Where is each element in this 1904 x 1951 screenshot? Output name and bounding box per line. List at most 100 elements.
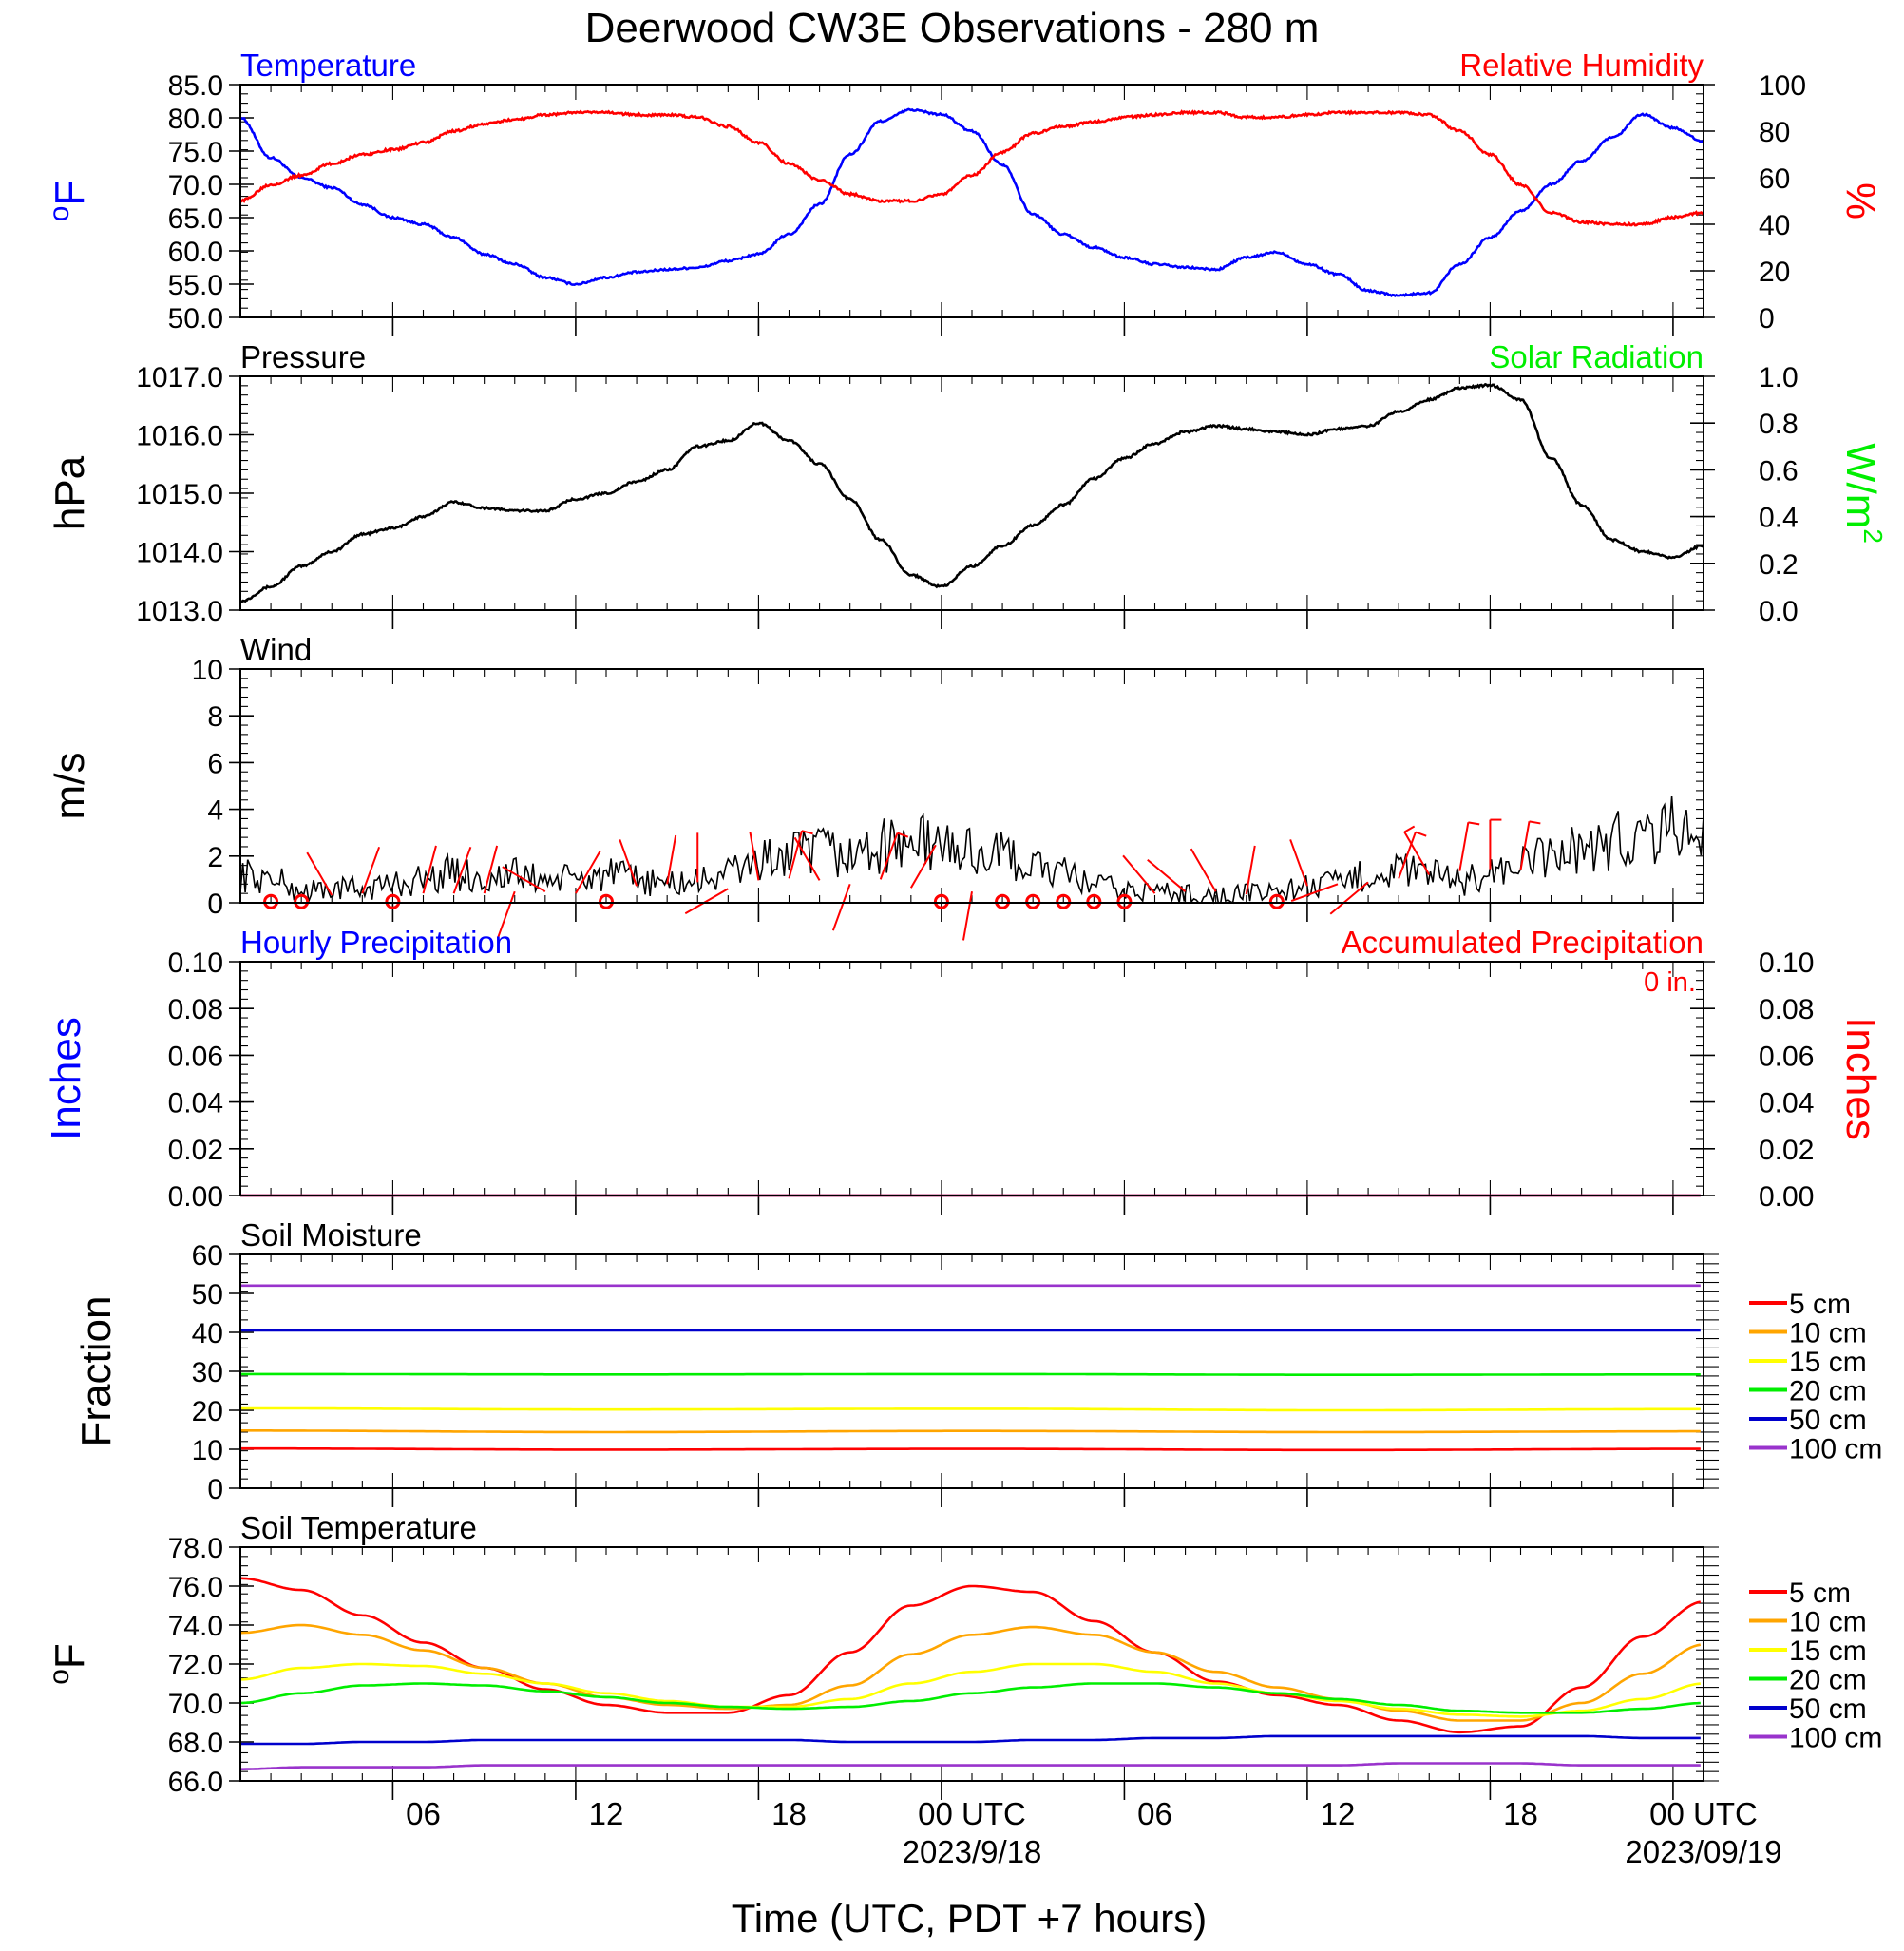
panel-right-title: Accumulated Precipitation [1341, 925, 1704, 960]
legend-label: 20 cm [1789, 1665, 1867, 1696]
wind-barb [1403, 825, 1431, 875]
y-axis-unit: hPa [47, 455, 93, 530]
legend-label: 100 cm [1789, 1723, 1882, 1754]
panel-frame [239, 84, 1704, 318]
series-line-temperature [239, 107, 1704, 298]
y2-tick-label: 60 [1759, 163, 1790, 195]
x-tick-label: 12 [1321, 1796, 1356, 1831]
calm-wind-marker [933, 893, 949, 909]
y-tick-label: 1013.0 [136, 596, 223, 627]
panel-frame [239, 961, 1704, 1196]
y2-tick-label: 0.4 [1759, 503, 1799, 534]
wind-barb [452, 846, 472, 894]
y2-axis-unit: Inches [1837, 1017, 1884, 1140]
y-tick-label: 66.0 [168, 1767, 223, 1798]
series-line-100-cm [240, 1762, 1701, 1770]
y-tick-label: 0.08 [168, 994, 223, 1025]
y2-tick-label: 0.0 [1759, 596, 1799, 627]
x-tick-label: 06 [406, 1796, 441, 1831]
series-line-20-cm [240, 1372, 1701, 1376]
wind-barb [793, 836, 821, 881]
y-tick-label: 70.0 [168, 170, 223, 201]
wind-barb [619, 839, 638, 887]
y-tick-label: 0 [207, 889, 223, 920]
series-line-5-cm [239, 1577, 1702, 1734]
wind-barb [1147, 859, 1187, 892]
y-tick-label: 1015.0 [136, 479, 223, 510]
series-line-5-cm [240, 1446, 1701, 1452]
calm-wind-marker [1056, 893, 1072, 909]
y2-tick-label: 0.08 [1759, 994, 1814, 1025]
panel-wind: 0 2 4 6 8 10 Wind m/s [47, 632, 1704, 941]
y-tick-label: 60.0 [168, 237, 223, 268]
y-tick-label: 0.04 [168, 1088, 223, 1119]
y2-tick-label: 0.10 [1759, 947, 1814, 979]
calm-wind-marker [1086, 893, 1102, 909]
y-tick-label: 76.0 [168, 1572, 223, 1603]
wind-barb [1519, 820, 1541, 870]
legend-label: 50 cm [1789, 1693, 1867, 1725]
wind-barb [666, 834, 677, 885]
y-tick-label: 0.06 [168, 1041, 223, 1072]
panel-right-title: Relative Humidity [1459, 48, 1704, 83]
x-tick-label: 00 UTC [1649, 1796, 1758, 1831]
y2-tick-label: 0.02 [1759, 1135, 1814, 1166]
y-tick-label: 55.0 [168, 270, 223, 301]
wind-barb [1122, 854, 1156, 894]
x-tick-label: 12 [589, 1796, 624, 1831]
legend-label: 100 cm [1789, 1434, 1882, 1465]
y2-tick-label: 0.2 [1759, 549, 1799, 581]
wind-barb [1289, 839, 1308, 887]
y-tick-label: 2 [207, 842, 223, 873]
wind-barb [831, 883, 851, 931]
legend-label: 10 cm [1789, 1607, 1867, 1638]
calm-wind-marker [263, 893, 279, 909]
y-tick-label: 1017.0 [136, 362, 223, 393]
wind-barb [962, 891, 973, 941]
calm-wind-marker [995, 893, 1011, 909]
legend-label: 50 cm [1789, 1405, 1867, 1436]
accum-total-annotation: 0 in. [1644, 967, 1696, 998]
y-tick-label: 0.00 [168, 1181, 223, 1213]
series-line-10-cm [239, 1623, 1702, 1722]
calm-wind-marker [599, 893, 614, 909]
y-tick-label: 6 [207, 748, 223, 779]
x-axis-label: Time (UTC, PDT +7 hours) [732, 1896, 1208, 1941]
panel-frame [239, 668, 1704, 904]
panel-left-title: Wind [240, 632, 312, 667]
panel-frame [239, 1253, 1704, 1489]
calm-wind-marker [1116, 893, 1133, 909]
wind-barb [1489, 818, 1502, 870]
wind-barb [502, 866, 546, 893]
y-tick-label: 60 [192, 1240, 223, 1272]
panel-left-title: Soil Moisture [240, 1217, 422, 1253]
y2-axis-unit: W/m2 [1837, 443, 1888, 544]
series-line-50-cm [240, 1734, 1701, 1746]
x-tick-label: 18 [1503, 1796, 1538, 1831]
x-tick-label: 00 UTC [918, 1796, 1026, 1831]
wind-barb [1190, 848, 1217, 892]
y2-tick-label: 40 [1759, 210, 1790, 241]
panel-left-title: Pressure [240, 339, 366, 374]
y-tick-label: 0.10 [168, 947, 223, 979]
panel-left-title: Temperature [240, 48, 416, 83]
x-tick-date: 2023/9/18 [903, 1834, 1042, 1869]
wind-barb [909, 844, 937, 889]
calm-wind-marker [1268, 893, 1285, 909]
y-tick-label: 10 [192, 655, 223, 686]
legend-label: 5 cm [1789, 1578, 1851, 1609]
y-tick-label: 8 [207, 701, 223, 733]
wind-barb [684, 888, 729, 915]
y2-tick-label: 0.04 [1759, 1088, 1814, 1119]
y-tick-label: 70.0 [168, 1689, 223, 1720]
y-tick-label: 75.0 [168, 137, 223, 168]
wind-barb [1290, 883, 1339, 903]
y2-tick-label: 0.00 [1759, 1181, 1814, 1213]
series-line-relative-humidity [239, 109, 1704, 227]
y-tick-label: 80.0 [168, 104, 223, 135]
wind-barb [1245, 845, 1256, 895]
series-line-15-cm [240, 1406, 1701, 1412]
wind-barb [422, 845, 437, 894]
panel-precip: 0.00 0.02 0.04 0.06 0.08 0.10 0.00 0.02 0.04 0.06… [43, 925, 1884, 1215]
